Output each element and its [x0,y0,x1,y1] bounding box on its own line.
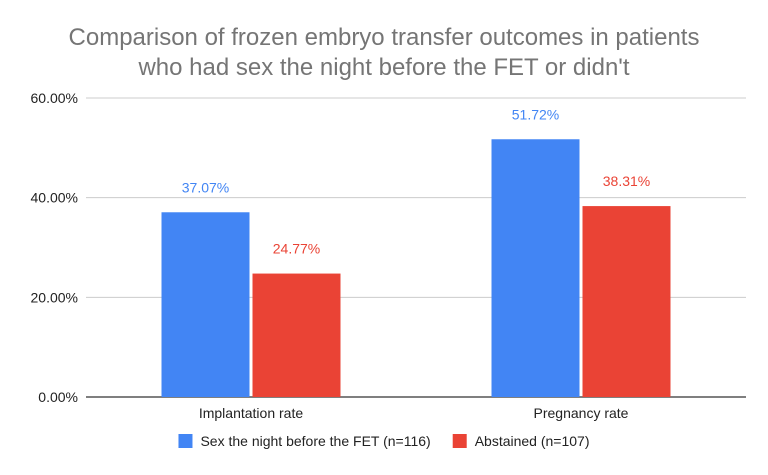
y-tick-label: 20.00% [31,289,78,305]
y-tick-label: 60.00% [31,90,78,106]
legend-swatch [178,434,193,448]
data-label: 38.31% [603,173,650,189]
data-label: 24.77% [273,241,320,257]
data-label: 37.07% [182,179,229,195]
bar [582,206,671,397]
data-label: 51.72% [512,106,559,122]
bar [161,212,250,397]
category-label: Implantation rate [199,405,303,421]
y-tick-label: 0.00% [38,389,78,405]
legend-swatch [452,434,467,448]
plot-area: 0.00% 20.00% 40.00% 60.00% 37.07% 24.77% Impla… [31,90,746,421]
legend: Sex the night before the FET (n=116) Abst… [178,433,590,449]
chart-title-line-2: who had sex the night before the FET or … [137,54,629,81]
bar [252,273,341,397]
chart-title-line-1: Comparison of frozen embryo transfer out… [69,24,700,51]
category-label: Pregnancy rate [534,405,629,421]
legend-label: Sex the night before the FET (n=116) [200,433,430,449]
bar [491,139,580,397]
y-tick-label: 40.00% [31,190,78,206]
legend-label: Abstained (n=107) [475,433,590,449]
